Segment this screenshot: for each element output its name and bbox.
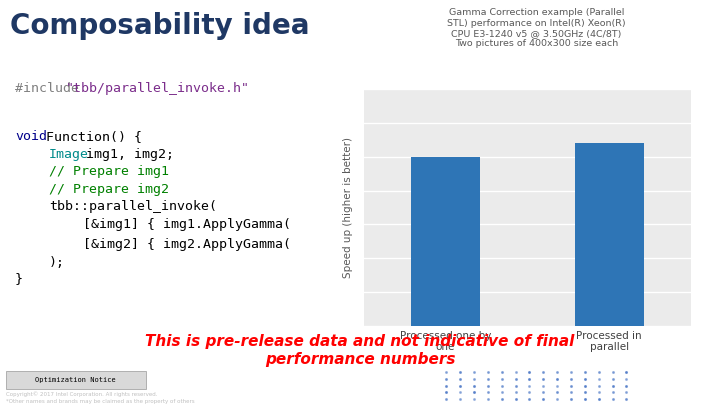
Text: img1, img2;: img1, img2; xyxy=(78,148,174,161)
Bar xyxy=(575,143,644,326)
Text: Function() {: Function() { xyxy=(38,130,142,143)
Text: *Other names and brands may be claimed as the property of others: *Other names and brands may be claimed a… xyxy=(6,399,194,404)
Text: Composability idea: Composability idea xyxy=(10,12,310,40)
Text: [&img1] { img1.ApplyGamma(: [&img1] { img1.ApplyGamma( xyxy=(84,218,292,231)
Text: intel®: intel® xyxy=(665,381,702,391)
Text: // Prepare img1: // Prepare img1 xyxy=(49,165,169,178)
Text: Optimization Notice: Optimization Notice xyxy=(35,377,116,383)
Text: This is pre-release data and not indicative of final
performance numbers: This is pre-release data and not indicat… xyxy=(145,334,575,367)
Text: }: } xyxy=(15,272,23,285)
Text: Gamma Correction example (Parallel
STL) performance on Intel(R) Xeon(R)
CPU E3-1: Gamma Correction example (Parallel STL) … xyxy=(447,8,626,48)
Text: tbb::parallel_invoke(: tbb::parallel_invoke( xyxy=(49,200,217,213)
Text: // Prepare img2: // Prepare img2 xyxy=(49,183,169,196)
FancyBboxPatch shape xyxy=(6,371,146,389)
Text: );: ); xyxy=(49,256,66,269)
Y-axis label: Speed up (higher is better): Speed up (higher is better) xyxy=(343,137,354,278)
Text: [&img2] { img2.ApplyGamma(: [&img2] { img2.ApplyGamma( xyxy=(84,238,292,251)
Text: "tbb/parallel_invoke.h": "tbb/parallel_invoke.h" xyxy=(66,82,251,95)
Text: Image: Image xyxy=(49,148,89,161)
Text: #include: #include xyxy=(15,82,87,95)
Bar xyxy=(411,157,480,326)
Text: Copyright© 2017 Intel Corporation. All rights reserved.: Copyright© 2017 Intel Corporation. All r… xyxy=(6,391,157,397)
Text: void: void xyxy=(15,130,47,143)
